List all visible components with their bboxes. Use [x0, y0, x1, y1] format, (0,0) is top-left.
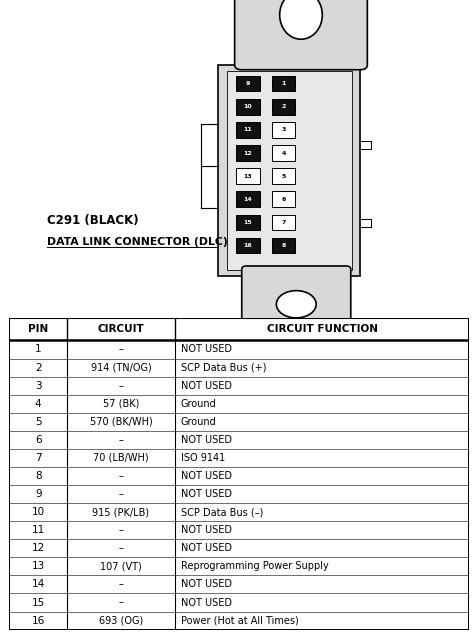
Text: –: – [118, 598, 123, 607]
Bar [272, 238, 295, 253]
Text: PIN: PIN [28, 324, 48, 335]
Text: 14: 14 [32, 579, 45, 590]
Text: 15: 15 [244, 220, 252, 225]
Text: 1: 1 [281, 81, 286, 86]
Text: 9: 9 [35, 489, 42, 499]
Text: 57 (BK): 57 (BK) [103, 399, 139, 409]
Text: Ground: Ground [181, 417, 216, 427]
Bar [272, 76, 295, 92]
Text: 693 (OG): 693 (OG) [99, 616, 143, 626]
Text: 11: 11 [244, 127, 252, 132]
Text: –: – [118, 345, 123, 354]
Text: 5: 5 [281, 174, 286, 179]
Bar [236, 191, 260, 207]
Text: NOT USED: NOT USED [181, 380, 231, 391]
Text: NOT USED: NOT USED [181, 489, 231, 499]
Text: CIRCUIT: CIRCUIT [98, 324, 145, 335]
Text: 16: 16 [32, 616, 45, 626]
Text: 1: 1 [35, 345, 42, 354]
Text: NOT USED: NOT USED [181, 345, 231, 354]
Text: 13: 13 [32, 562, 45, 571]
Text: 14: 14 [244, 197, 252, 202]
Bar [236, 122, 260, 137]
Text: –: – [118, 543, 123, 553]
Text: 12: 12 [244, 151, 252, 156]
Text: 6: 6 [35, 435, 42, 445]
Text: SCP Data Bus (–): SCP Data Bus (–) [181, 507, 263, 517]
Text: NOT USED: NOT USED [181, 579, 231, 590]
Bar [236, 99, 260, 114]
Text: 9: 9 [246, 81, 250, 86]
Text: 6: 6 [281, 197, 286, 202]
Text: 4: 4 [281, 151, 286, 156]
Text: 10: 10 [32, 507, 45, 517]
Text: 11: 11 [32, 525, 45, 536]
Ellipse shape [280, 0, 322, 39]
Text: DATA LINK CONNECTOR (DLC): DATA LINK CONNECTOR (DLC) [47, 237, 228, 247]
Text: CIRCUIT FUNCTION: CIRCUIT FUNCTION [267, 324, 378, 335]
Text: 8: 8 [281, 243, 286, 248]
Bar [272, 122, 295, 137]
Text: Ground: Ground [181, 399, 216, 409]
Text: 3: 3 [281, 127, 286, 132]
Bar [272, 214, 295, 230]
Text: –: – [118, 435, 123, 445]
Text: –: – [118, 525, 123, 536]
Text: NOT USED: NOT USED [181, 471, 231, 481]
FancyBboxPatch shape [235, 0, 367, 70]
Text: –: – [118, 579, 123, 590]
Bar [236, 76, 260, 92]
Circle shape [276, 291, 316, 318]
Text: –: – [118, 471, 123, 481]
Text: 570 (BK/WH): 570 (BK/WH) [90, 417, 152, 427]
Text: ISO 9141: ISO 9141 [181, 453, 225, 463]
Text: NOT USED: NOT USED [181, 543, 231, 553]
Text: 7: 7 [281, 220, 286, 225]
Text: 13: 13 [244, 174, 252, 179]
Bar [272, 191, 295, 207]
Text: 2: 2 [35, 363, 42, 373]
Text: –: – [118, 380, 123, 391]
Text: 15: 15 [32, 598, 45, 607]
Bar [218, 65, 360, 276]
Text: 914 (TN/OG): 914 (TN/OG) [91, 363, 151, 373]
Bar [236, 169, 260, 184]
Text: Reprogramming Power Supply: Reprogramming Power Supply [181, 562, 328, 571]
Text: 107 (VT): 107 (VT) [100, 562, 142, 571]
Text: 12: 12 [32, 543, 45, 553]
Text: C291 (BLACK): C291 (BLACK) [47, 214, 139, 227]
Text: 16: 16 [244, 243, 252, 248]
Text: Power (Hot at All Times): Power (Hot at All Times) [181, 616, 298, 626]
Text: 915 (PK/LB): 915 (PK/LB) [92, 507, 149, 517]
Bar [272, 169, 295, 184]
Text: 5: 5 [35, 417, 42, 427]
Text: 2: 2 [281, 104, 286, 109]
Text: –: – [118, 489, 123, 499]
Text: 7: 7 [35, 453, 42, 463]
Bar [272, 145, 295, 161]
FancyBboxPatch shape [242, 266, 351, 331]
Text: 10: 10 [244, 104, 252, 109]
Bar [236, 238, 260, 253]
Text: 8: 8 [35, 471, 42, 481]
Text: 70 (LB/WH): 70 (LB/WH) [93, 453, 149, 463]
Text: SCP Data Bus (+): SCP Data Bus (+) [181, 363, 266, 373]
Text: NOT USED: NOT USED [181, 598, 231, 607]
Text: 4: 4 [35, 399, 42, 409]
Bar [227, 71, 352, 270]
Bar [236, 145, 260, 161]
Bar [272, 99, 295, 114]
Text: NOT USED: NOT USED [181, 435, 231, 445]
Bar [236, 214, 260, 230]
Text: 3: 3 [35, 380, 42, 391]
Text: NOT USED: NOT USED [181, 525, 231, 536]
